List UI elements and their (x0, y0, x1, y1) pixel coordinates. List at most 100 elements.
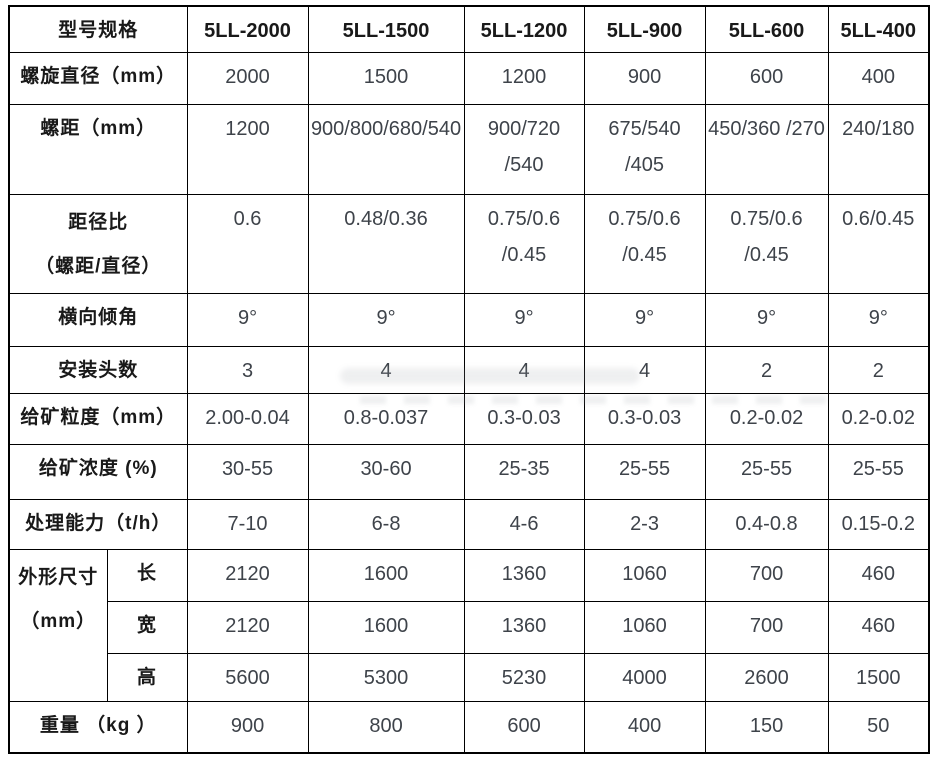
value-cell: 1500 (307, 51, 465, 105)
value-cell: 0.2-0.02 (704, 392, 829, 445)
row-label: 处理能力（t/h） (8, 498, 188, 550)
value-cell: 1060 (583, 600, 706, 654)
header-model-5ll-2000: 5LL-2000 (186, 5, 309, 53)
value-cell: 25-55 (827, 443, 930, 500)
value-cell: 2 (827, 345, 930, 394)
value-cell: 0.75/0.6 /0.45 (704, 193, 829, 294)
value-cell: 1060 (583, 548, 706, 602)
value-cell: 2120 (186, 548, 309, 602)
dimension-sub-label: 宽 (106, 600, 188, 654)
value-cell: 0.2-0.02 (827, 392, 930, 445)
header-model-5ll-400: 5LL-400 (827, 5, 930, 53)
spec-row-feed-size: 给矿粒度（mm） 2.00-0.04 0.8-0.037 0.3-0.03 0.… (8, 392, 930, 445)
value-cell: 0.3-0.03 (463, 392, 585, 445)
dimensions-group-label: 外形尺寸 （mm） (8, 548, 108, 702)
spec-row-weight: 重量 （kg ） 900 800 600 400 150 50 (8, 700, 930, 754)
value-cell: 4 (463, 345, 585, 394)
row-label: 螺距（mm） (8, 103, 188, 195)
value-cell: 600 (463, 700, 585, 754)
spec-row-dimension-height: 高 5600 5300 5230 4000 2600 1500 (9, 652, 930, 702)
value-cell: 3 (186, 345, 309, 394)
spec-row-pitch: 螺距（mm） 1200 900/800/680/540 900/720 /540… (8, 103, 930, 195)
value-cell: 5600 (186, 652, 309, 702)
value-cell: 4-6 (463, 498, 585, 550)
value-cell: 400 (583, 700, 706, 754)
value-cell: 25-55 (704, 443, 829, 500)
value-cell: 240/180 (827, 103, 930, 195)
value-cell: 0.75/0.6 /0.45 (583, 193, 706, 294)
dimension-sub-label: 高 (106, 652, 188, 702)
value-cell: 2 (704, 345, 829, 394)
value-cell: 2000 (186, 51, 309, 105)
value-cell: 4000 (583, 652, 706, 702)
value-cell: 2-3 (583, 498, 706, 550)
value-cell: 460 (827, 600, 930, 654)
header-model-5ll-600: 5LL-600 (704, 5, 829, 53)
header-model-label: 型号规格 (8, 5, 188, 53)
value-cell: 0.4-0.8 (704, 498, 829, 550)
value-cell: 9° (583, 292, 706, 347)
value-cell: 0.3-0.03 (583, 392, 706, 445)
value-cell: 9° (704, 292, 829, 347)
value-cell: 900/720 /540 (463, 103, 585, 195)
value-cell: 1600 (307, 600, 465, 654)
value-cell: 400 (827, 51, 930, 105)
value-cell: 900/800/680/540 (307, 103, 465, 195)
value-cell: 1600 (307, 548, 465, 602)
row-label: 距径比 （螺距/直径） (8, 193, 188, 294)
value-cell: 0.8-0.037 (307, 392, 465, 445)
spec-row-capacity: 处理能力（t/h） 7-10 6-8 4-6 2-3 0.4-0.8 0.15-… (8, 498, 930, 550)
value-cell: 25-35 (463, 443, 585, 500)
value-cell: 9° (827, 292, 930, 347)
value-cell: 0.15-0.2 (827, 498, 930, 550)
value-cell: 0.48/0.36 (307, 193, 465, 294)
value-cell: 460 (827, 548, 930, 602)
value-cell: 25-55 (583, 443, 706, 500)
value-cell: 9° (307, 292, 465, 347)
row-label: 螺旋直径（mm） (8, 51, 188, 105)
spec-row-pitch-diameter-ratio: 距径比 （螺距/直径） 0.6 0.48/0.36 0.75/0.6 /0.45… (8, 193, 930, 294)
value-cell: 6-8 (307, 498, 465, 550)
value-cell: 1200 (463, 51, 585, 105)
value-cell: 4 (583, 345, 706, 394)
value-cell: 0.6 (186, 193, 309, 294)
value-cell: 600 (704, 51, 829, 105)
value-cell: 1200 (186, 103, 309, 195)
spec-row-feed-concentration: 给矿浓度 (%) 30-55 30-60 25-35 25-55 25-55 2… (8, 443, 930, 500)
value-cell: 9° (186, 292, 309, 347)
header-model-5ll-1200: 5LL-1200 (463, 5, 585, 53)
value-cell: 0.75/0.6 /0.45 (463, 193, 585, 294)
value-cell: 5300 (307, 652, 465, 702)
row-label: 重量 （kg ） (8, 700, 188, 754)
row-label: 横向倾角 (8, 292, 188, 347)
spec-row-head-count: 安装头数 3 4 4 4 2 2 (8, 345, 930, 394)
value-cell: 900 (583, 51, 706, 105)
value-cell: 900 (186, 700, 309, 754)
value-cell: 700 (704, 600, 829, 654)
value-cell: 675/540 /405 (583, 103, 706, 195)
spec-row-spiral-diameter: 螺旋直径（mm） 2000 1500 1200 900 600 400 (8, 51, 930, 105)
spec-table: 型号规格 5LL-2000 5LL-1500 5LL-1200 5LL-900 … (8, 5, 931, 754)
value-cell: 1500 (827, 652, 930, 702)
dimension-sub-label: 长 (106, 548, 188, 602)
value-cell: 1360 (463, 548, 585, 602)
spec-row-transverse-angle: 横向倾角 9° 9° 9° 9° 9° 9° (8, 292, 930, 347)
value-cell: 30-60 (307, 443, 465, 500)
value-cell: 700 (704, 548, 829, 602)
row-label: 给矿粒度（mm） (8, 392, 188, 445)
value-cell: 450/360 /270 (704, 103, 829, 195)
value-cell: 5230 (463, 652, 585, 702)
value-cell: 0.6/0.45 (827, 193, 930, 294)
value-cell: 50 (827, 700, 930, 754)
spec-row-dimension-width: 宽 2120 1600 1360 1060 700 460 (9, 600, 930, 654)
value-cell: 7-10 (186, 498, 309, 550)
row-label: 给矿浓度 (%) (8, 443, 188, 500)
value-cell: 2.00-0.04 (186, 392, 309, 445)
value-cell: 30-55 (186, 443, 309, 500)
value-cell: 2120 (186, 600, 309, 654)
value-cell: 2600 (704, 652, 829, 702)
value-cell: 9° (463, 292, 585, 347)
value-cell: 800 (307, 700, 465, 754)
header-row: 型号规格 5LL-2000 5LL-1500 5LL-1200 5LL-900 … (8, 5, 930, 53)
value-cell: 150 (704, 700, 829, 754)
